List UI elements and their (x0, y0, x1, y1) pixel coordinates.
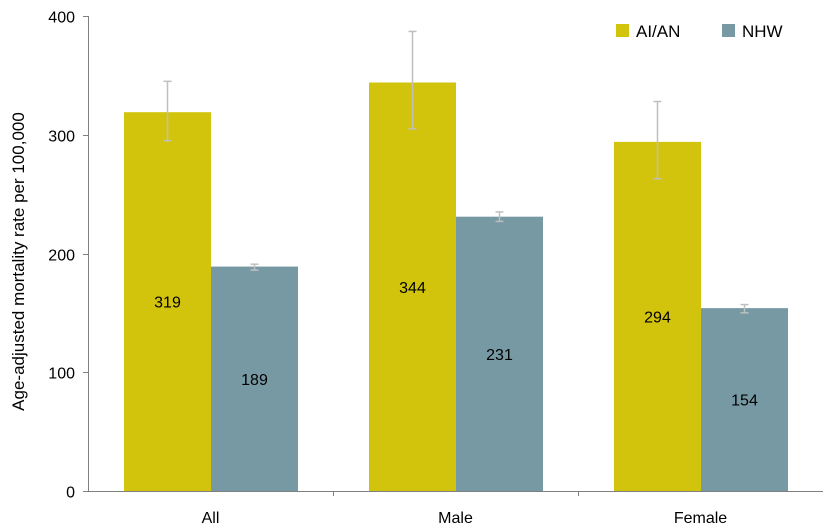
data-label: 319 (154, 295, 181, 312)
bar-nhw-female (701, 308, 788, 491)
legend-label: NHW (742, 22, 783, 41)
y-tick-label: 200 (48, 248, 75, 265)
bar-nhw-male (456, 216, 543, 491)
data-label: 344 (399, 280, 426, 297)
y-axis-title: Age-adjusted mortality rate per 100,000 (9, 112, 28, 411)
data-label: 231 (486, 347, 513, 364)
legend-swatch (616, 24, 629, 37)
bar-ai-an-female (614, 141, 701, 491)
x-tick-labels: All Male Female (202, 510, 728, 527)
data-labels-layer: 319 344 294 189 231 154 (154, 280, 758, 410)
axes-layer (83, 16, 823, 496)
data-label: 294 (644, 309, 671, 326)
bar-nhw-all (211, 266, 298, 491)
x-tick-label: All (202, 510, 220, 527)
bars-layer (124, 82, 788, 491)
y-tick-label: 100 (48, 366, 75, 383)
y-tick-label: 300 (48, 129, 75, 146)
error-bars-layer (163, 30, 749, 314)
bar-ai-an-all (124, 112, 211, 491)
y-tick-label: 0 (66, 485, 75, 502)
data-label: 189 (241, 372, 268, 389)
y-tick-labels: 0 100 200 300 400 (48, 10, 75, 502)
legend: AI/AN NHW (616, 22, 783, 41)
x-tick-label: Male (438, 510, 473, 527)
legend-swatch (722, 24, 735, 37)
x-tick-label: Female (674, 510, 727, 527)
data-label: 154 (731, 393, 758, 410)
y-tick-label: 400 (48, 10, 75, 27)
bar-ai-an-male (369, 82, 456, 491)
legend-label: AI/AN (636, 22, 680, 41)
